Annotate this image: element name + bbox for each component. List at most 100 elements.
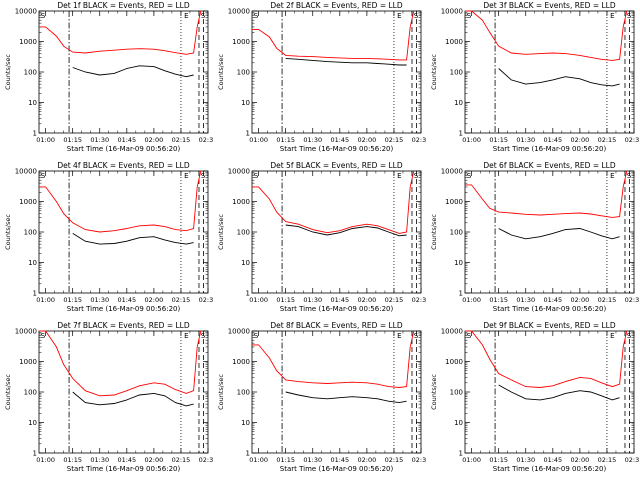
y-tick-label: 100 [450, 69, 463, 77]
corner-label: E [610, 12, 614, 20]
y-tick-label: 1 [246, 130, 250, 138]
corner-label: S [414, 332, 419, 340]
events-series-line [72, 391, 194, 407]
y-tick-label: 10000 [228, 8, 250, 16]
chart-title: Det 3f BLACK = Events, RED = LLD [483, 1, 616, 10]
detector-panel-8: Det 8f BLACK = Events, RED = LLD 1 10 100 10… [213, 320, 430, 480]
detector-chart: Det 5f BLACK = Events, RED = LLD 1 10 100 10… [217, 161, 430, 313]
corner-label: E [184, 12, 188, 20]
x-axis-label: Start Time (16-Mar-09 00:56:20) [280, 465, 394, 473]
x-tick-label: 01:15 [63, 456, 82, 464]
y-axis-label: Counts/sec [4, 54, 12, 90]
y-tick-label: 10000 [15, 8, 37, 16]
x-tick-label: 02:15 [385, 456, 404, 464]
detector-chart: Det 4f BLACK = Events, RED = LLD 1 10 100 10… [4, 161, 217, 313]
x-tick-label: 02:00 [145, 136, 164, 144]
chart-title: Det 2f BLACK = Events, RED = LLD [270, 1, 403, 10]
corner-label: E [397, 12, 401, 20]
plot-frame [464, 330, 635, 454]
detector-panel-3: Det 3f BLACK = Events, RED = LLD 1 10 100 10… [426, 0, 640, 160]
y-axis-label: Counts/sec [217, 214, 225, 250]
y-tick-label: 100 [24, 69, 37, 77]
lld-series-line [252, 10, 415, 61]
y-tick-label: 10 [241, 419, 250, 427]
y-tick-label: 10 [454, 259, 463, 267]
corner-label: S [254, 12, 259, 20]
y-tick-label: 1000 [232, 358, 250, 366]
y-tick-label: 100 [24, 229, 37, 237]
y-tick-label: 10000 [228, 328, 250, 336]
detector-panel-6: Det 6f BLACK = Events, RED = LLD 1 10 100 10… [426, 160, 640, 320]
x-tick-label: 01:45 [330, 296, 349, 304]
x-tick-label: 01:30 [516, 296, 535, 304]
detector-chart: Det 7f BLACK = Events, RED = LLD 1 10 100 10… [4, 321, 217, 473]
detector-chart: Det 3f BLACK = Events, RED = LLD 1 10 100 10… [430, 1, 640, 153]
chart-title: Det 1f BLACK = Events, RED = LLD [57, 1, 190, 10]
x-tick-label: 02:30 [625, 296, 639, 304]
x-tick-label: 01:00 [36, 136, 55, 144]
corner-label: S [467, 332, 472, 340]
y-axis-label: Counts/sec [430, 214, 438, 250]
x-tick-label: 02:00 [358, 136, 377, 144]
y-tick-label: 1 [33, 290, 37, 298]
lld-series-line [39, 10, 202, 55]
detector-chart: Det 6f BLACK = Events, RED = LLD 1 10 100 10… [430, 161, 640, 313]
corner-label: S [41, 12, 46, 20]
y-tick-label: 10000 [15, 328, 37, 336]
y-tick-label: 1000 [19, 198, 37, 206]
y-tick-label: 100 [237, 389, 250, 397]
x-tick-label: 02:00 [571, 296, 590, 304]
y-tick-label: 1 [33, 130, 37, 138]
lld-series-line [465, 10, 628, 61]
lld-series-line [39, 170, 202, 233]
chart-title: Det 5f BLACK = Events, RED = LLD [270, 161, 403, 170]
y-tick-label: 10000 [15, 168, 37, 176]
chart-title: Det 4f BLACK = Events, RED = LLD [57, 161, 190, 170]
x-tick-label: 02:15 [172, 136, 191, 144]
x-tick-label: 02:00 [358, 456, 377, 464]
x-tick-label: 01:45 [543, 136, 562, 144]
x-tick-label: 02:00 [145, 296, 164, 304]
x-tick-label: 01:30 [90, 136, 109, 144]
x-tick-label: 01:30 [303, 296, 322, 304]
x-tick-label: 02:00 [571, 456, 590, 464]
corner-label: S [467, 12, 472, 20]
x-tick-label: 01:45 [117, 456, 136, 464]
plot-frame [464, 10, 635, 134]
y-tick-label: 10 [28, 419, 37, 427]
x-tick-label: 01:15 [489, 296, 508, 304]
lld-series-line [252, 170, 415, 234]
y-tick-label: 10 [241, 259, 250, 267]
y-tick-label: 10000 [228, 168, 250, 176]
y-tick-label: 10 [28, 99, 37, 107]
plot-frame [464, 170, 635, 294]
y-tick-label: 10 [454, 99, 463, 107]
corner-label: S [254, 172, 259, 180]
y-tick-label: 1 [246, 290, 250, 298]
detector-panel-7: Det 7f BLACK = Events, RED = LLD 1 10 100 10… [0, 320, 217, 480]
events-series-line [498, 228, 620, 240]
x-tick-label: 01:00 [462, 456, 481, 464]
detector-panel-9: Det 9f BLACK = Events, RED = LLD 1 10 100 10… [426, 320, 640, 480]
x-tick-label: 02:00 [145, 456, 164, 464]
x-tick-label: 02:30 [625, 136, 639, 144]
x-tick-label: 01:00 [249, 136, 268, 144]
corner-label: S [414, 12, 419, 20]
detector-panel-1: Det 1f BLACK = Events, RED = LLD 1 10 100 10… [0, 0, 217, 160]
lld-series-line [465, 170, 628, 218]
y-axis-label: Counts/sec [217, 54, 225, 90]
lld-series-line [252, 330, 415, 388]
detector-chart: Det 1f BLACK = Events, RED = LLD 1 10 100 10… [4, 1, 217, 153]
corner-label: E [610, 172, 614, 180]
y-axis-label: Counts/sec [4, 214, 12, 250]
corner-label: E [184, 332, 188, 340]
y-tick-label: 1 [459, 290, 463, 298]
x-tick-label: 02:30 [199, 456, 213, 464]
plot-frame [38, 10, 209, 134]
y-tick-label: 10000 [441, 328, 463, 336]
events-series-line [285, 224, 407, 237]
x-axis-label: Start Time (16-Mar-09 00:56:20) [493, 305, 607, 313]
x-tick-label: 02:15 [172, 456, 191, 464]
x-tick-label: 02:15 [385, 136, 404, 144]
events-series-line [72, 65, 194, 78]
